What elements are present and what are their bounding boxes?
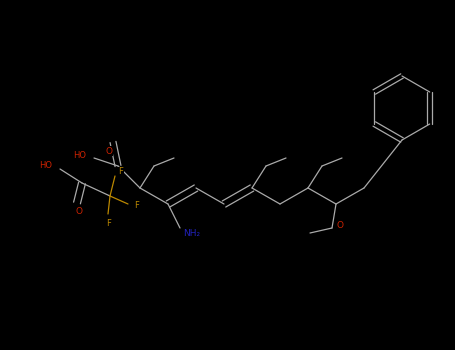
Text: NH₂: NH₂ <box>183 229 201 238</box>
Text: O: O <box>76 208 82 217</box>
Text: F: F <box>106 218 111 228</box>
Text: HO: HO <box>73 152 86 161</box>
Text: F: F <box>119 168 123 176</box>
Text: F: F <box>135 202 139 210</box>
Text: O: O <box>106 147 112 155</box>
Text: O: O <box>337 222 344 231</box>
Text: HO: HO <box>39 161 52 170</box>
